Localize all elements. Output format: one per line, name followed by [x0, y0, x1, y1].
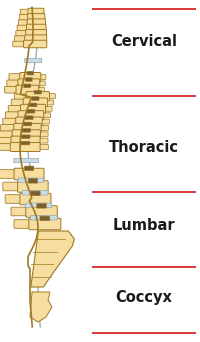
FancyBboxPatch shape — [26, 203, 52, 208]
FancyBboxPatch shape — [0, 170, 17, 178]
FancyBboxPatch shape — [10, 143, 40, 152]
FancyBboxPatch shape — [13, 41, 26, 47]
Text: Coccyx: Coccyx — [116, 290, 172, 305]
FancyBboxPatch shape — [14, 158, 39, 163]
FancyBboxPatch shape — [29, 103, 37, 107]
FancyBboxPatch shape — [18, 79, 40, 88]
FancyBboxPatch shape — [37, 203, 46, 208]
FancyBboxPatch shape — [0, 131, 15, 137]
FancyBboxPatch shape — [38, 132, 48, 137]
FancyBboxPatch shape — [14, 36, 27, 41]
FancyBboxPatch shape — [22, 129, 31, 132]
FancyBboxPatch shape — [47, 94, 55, 98]
FancyBboxPatch shape — [5, 87, 19, 93]
FancyBboxPatch shape — [11, 136, 40, 145]
FancyBboxPatch shape — [43, 106, 52, 111]
FancyBboxPatch shape — [40, 119, 49, 124]
Text: Lumbar: Lumbar — [113, 218, 175, 233]
FancyBboxPatch shape — [20, 73, 41, 81]
FancyBboxPatch shape — [21, 104, 46, 113]
FancyBboxPatch shape — [26, 206, 57, 217]
FancyBboxPatch shape — [36, 87, 44, 92]
Polygon shape — [30, 292, 52, 322]
Polygon shape — [31, 231, 74, 287]
FancyBboxPatch shape — [37, 81, 45, 86]
FancyBboxPatch shape — [23, 98, 47, 107]
FancyBboxPatch shape — [27, 71, 34, 75]
FancyBboxPatch shape — [26, 24, 46, 32]
FancyBboxPatch shape — [11, 207, 29, 216]
FancyBboxPatch shape — [18, 178, 43, 183]
FancyBboxPatch shape — [38, 138, 48, 143]
FancyBboxPatch shape — [32, 97, 39, 100]
FancyBboxPatch shape — [21, 141, 30, 145]
FancyBboxPatch shape — [22, 190, 48, 195]
FancyBboxPatch shape — [45, 100, 54, 105]
FancyBboxPatch shape — [27, 19, 46, 26]
FancyBboxPatch shape — [12, 130, 40, 139]
FancyBboxPatch shape — [3, 182, 20, 191]
FancyBboxPatch shape — [34, 90, 41, 94]
FancyBboxPatch shape — [0, 137, 14, 144]
FancyBboxPatch shape — [30, 215, 57, 220]
FancyBboxPatch shape — [16, 85, 39, 94]
FancyBboxPatch shape — [21, 135, 30, 139]
Text: Thoracic: Thoracic — [109, 140, 179, 155]
FancyBboxPatch shape — [24, 84, 31, 88]
FancyBboxPatch shape — [11, 99, 26, 106]
FancyBboxPatch shape — [28, 8, 44, 16]
FancyBboxPatch shape — [29, 218, 61, 230]
FancyBboxPatch shape — [9, 74, 23, 80]
FancyBboxPatch shape — [18, 20, 30, 25]
FancyBboxPatch shape — [24, 166, 34, 171]
FancyBboxPatch shape — [20, 193, 51, 205]
FancyBboxPatch shape — [14, 93, 29, 100]
FancyBboxPatch shape — [39, 126, 49, 130]
FancyBboxPatch shape — [40, 216, 50, 221]
FancyBboxPatch shape — [0, 144, 13, 150]
FancyBboxPatch shape — [16, 30, 28, 36]
FancyBboxPatch shape — [26, 92, 49, 101]
FancyBboxPatch shape — [14, 123, 41, 132]
FancyBboxPatch shape — [16, 117, 42, 126]
FancyBboxPatch shape — [5, 112, 21, 118]
FancyBboxPatch shape — [25, 58, 42, 63]
FancyBboxPatch shape — [38, 75, 46, 79]
FancyBboxPatch shape — [25, 78, 32, 81]
FancyBboxPatch shape — [1, 124, 17, 131]
FancyBboxPatch shape — [38, 145, 48, 149]
FancyBboxPatch shape — [5, 195, 23, 203]
FancyBboxPatch shape — [14, 168, 44, 180]
FancyBboxPatch shape — [31, 191, 40, 196]
FancyBboxPatch shape — [20, 9, 31, 15]
FancyBboxPatch shape — [3, 118, 19, 125]
FancyBboxPatch shape — [8, 106, 23, 112]
FancyBboxPatch shape — [7, 80, 21, 87]
FancyBboxPatch shape — [18, 181, 48, 192]
FancyBboxPatch shape — [18, 111, 44, 120]
FancyBboxPatch shape — [28, 14, 45, 21]
FancyBboxPatch shape — [27, 109, 35, 113]
FancyBboxPatch shape — [25, 35, 47, 42]
FancyBboxPatch shape — [25, 116, 33, 119]
FancyBboxPatch shape — [19, 14, 30, 20]
FancyBboxPatch shape — [26, 30, 46, 37]
FancyBboxPatch shape — [23, 122, 32, 126]
FancyBboxPatch shape — [17, 25, 29, 31]
Text: Cervical: Cervical — [111, 34, 177, 49]
FancyBboxPatch shape — [24, 40, 47, 48]
FancyBboxPatch shape — [41, 113, 51, 118]
FancyBboxPatch shape — [28, 179, 38, 183]
FancyBboxPatch shape — [14, 220, 32, 228]
